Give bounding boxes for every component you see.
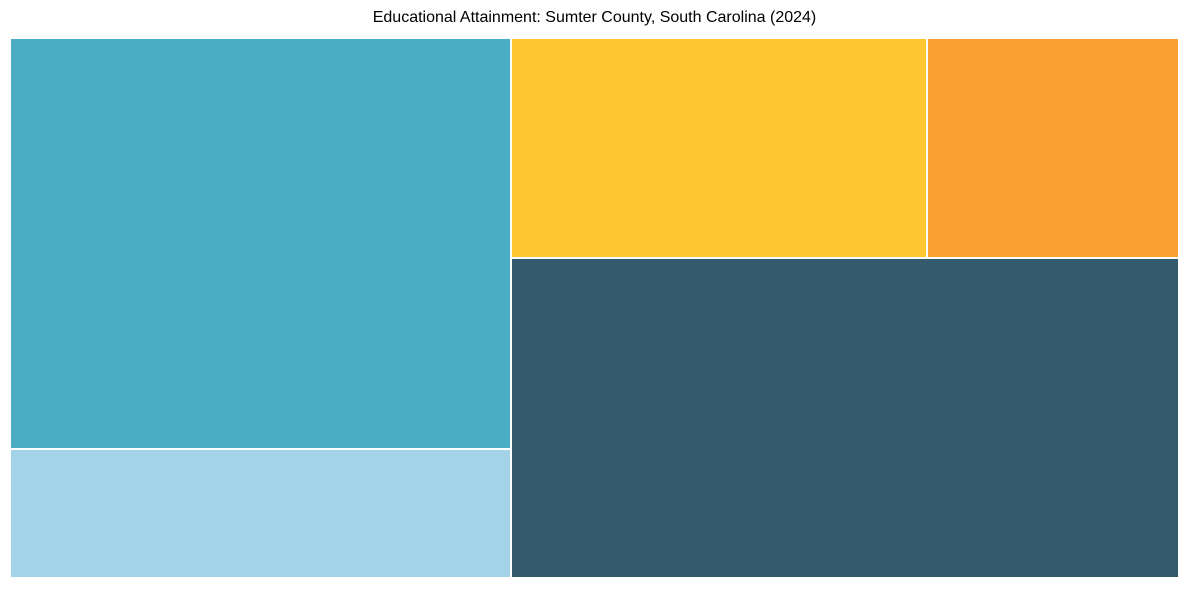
treemap-tile-2[interactable] (10, 449, 511, 578)
treemap-tile-4[interactable] (927, 38, 1179, 258)
treemap-tile-1[interactable] (10, 38, 511, 449)
treemap-tile-5[interactable] (511, 258, 1179, 578)
treemap-plot-area (10, 38, 1179, 578)
chart-title: Educational Attainment: Sumter County, S… (372, 9, 817, 26)
treemap-tile-3[interactable] (511, 38, 927, 258)
